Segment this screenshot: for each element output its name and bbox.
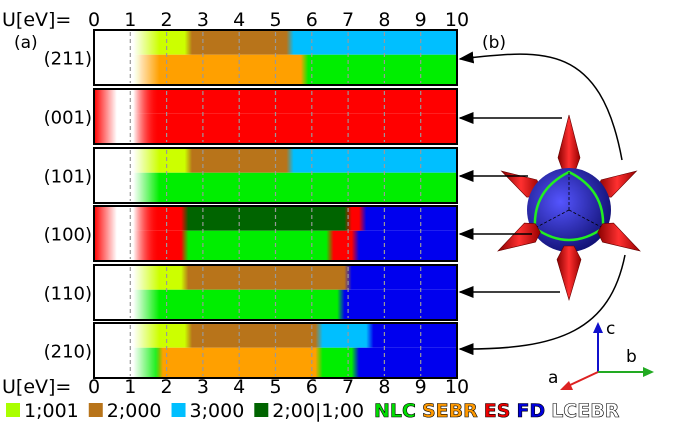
top-tick-label: 9 <box>415 9 427 31</box>
row-white-fade <box>94 323 160 378</box>
pointer-arrows <box>458 51 626 356</box>
top-axis-label: U[eV]= <box>2 9 71 31</box>
legend-label: 2;00|1;00 <box>272 400 364 422</box>
c-axis-arrowhead <box>593 322 603 333</box>
legend-swatch <box>6 403 20 417</box>
phase-label: LCEBR <box>551 400 620 422</box>
row-border <box>93 88 458 145</box>
panel-label-b: (b) <box>482 33 506 53</box>
c-axis-label: c <box>606 319 615 339</box>
spin-cone <box>497 222 541 252</box>
legend-label: 3;000 <box>190 400 245 422</box>
top-tick-label: 7 <box>342 9 354 31</box>
bottom-tick-label: 2 <box>161 376 173 398</box>
inner-line <box>568 209 604 229</box>
bottom-tick-label: 5 <box>269 376 281 398</box>
legend: 1;001 2;000 3;000 2;00|1;00 NLC SEBR ES FD LCEBR <box>6 400 620 422</box>
bottom-tick-label: 3 <box>197 376 209 398</box>
phase-row: (210) <box>44 322 458 379</box>
bottom-tick-label: 7 <box>342 376 354 398</box>
spin-cone <box>557 114 581 175</box>
row-border <box>93 322 458 379</box>
a-axis-label: a <box>548 368 558 388</box>
b-axis-label: b <box>626 347 637 367</box>
pointer-arrow <box>458 51 623 161</box>
pointer-arrow <box>458 254 626 356</box>
phase-label: NLC <box>374 400 416 422</box>
b-axis-arrowhead <box>643 367 654 377</box>
bottom-axis-ticks: 0 1 2 3 4 5 6 7 8 9 10 <box>88 376 469 398</box>
triangle-outline <box>533 170 605 242</box>
spin-cone <box>597 222 641 252</box>
bottom-tick-label: 4 <box>233 376 245 398</box>
bottom-axis-label: U[eV]= <box>2 376 71 398</box>
phase-row: (110) <box>44 264 458 321</box>
inner-line <box>534 209 570 229</box>
row-label: (001) <box>44 108 92 129</box>
bottom-tick-label: 9 <box>415 376 427 398</box>
molecule-diagram <box>497 114 641 302</box>
phase-label: SEBR <box>422 400 478 422</box>
phase-row: (211) <box>44 29 458 86</box>
top-tick-label: 4 <box>233 9 245 31</box>
top-tick-label: 2 <box>161 9 173 31</box>
row-white-fade <box>94 89 160 144</box>
legend-swatch <box>88 403 103 417</box>
row-border <box>93 147 458 204</box>
row-label: (100) <box>44 225 92 246</box>
bottom-tick-label: 6 <box>306 376 318 398</box>
top-tick-label: 6 <box>306 9 318 31</box>
legend-label: 2;000 <box>107 400 162 422</box>
phase-label: ES <box>484 400 511 422</box>
a-axis <box>567 371 599 387</box>
row-label: (211) <box>44 49 92 70</box>
bottom-tick-label: 0 <box>88 376 100 398</box>
phase-row: (001) <box>44 88 458 145</box>
row-border <box>93 205 458 262</box>
row-white-fade <box>94 148 160 203</box>
panel-label-a: (a) <box>14 33 38 53</box>
phase-row: (100) <box>44 205 458 262</box>
row-border <box>93 264 458 321</box>
legend-swatch <box>171 403 186 417</box>
spin-cone <box>556 245 582 302</box>
top-tick-label: 8 <box>378 9 390 31</box>
phase-label: FD <box>516 400 545 422</box>
row-border <box>93 29 458 86</box>
row-white-fade <box>94 265 160 320</box>
top-tick-label: 5 <box>269 9 281 31</box>
phase-rows: (211) (001) (101) (100) (110) (210) <box>44 29 458 379</box>
row-white-fade <box>94 206 160 261</box>
row-label: (210) <box>44 342 92 363</box>
top-tick-label: 1 <box>124 9 136 31</box>
top-axis-ticks: 0 1 2 3 4 5 6 7 8 9 10 <box>88 9 469 31</box>
phase-row: (101) <box>44 147 458 204</box>
bottom-tick-label: 10 <box>445 376 469 398</box>
bottom-tick-label: 8 <box>378 376 390 398</box>
top-tick-label: 0 <box>88 9 100 31</box>
a-axis-arrowhead <box>560 381 573 390</box>
top-tick-label: 3 <box>197 9 209 31</box>
coordinate-axes: c b a <box>548 319 654 390</box>
row-label: (110) <box>44 284 92 305</box>
row-label: (101) <box>44 167 92 188</box>
bottom-tick-label: 1 <box>124 376 136 398</box>
top-tick-label: 10 <box>445 9 469 31</box>
row-white-fade <box>94 30 160 85</box>
legend-label: 1;001 <box>24 400 79 422</box>
legend-swatch <box>254 403 269 417</box>
